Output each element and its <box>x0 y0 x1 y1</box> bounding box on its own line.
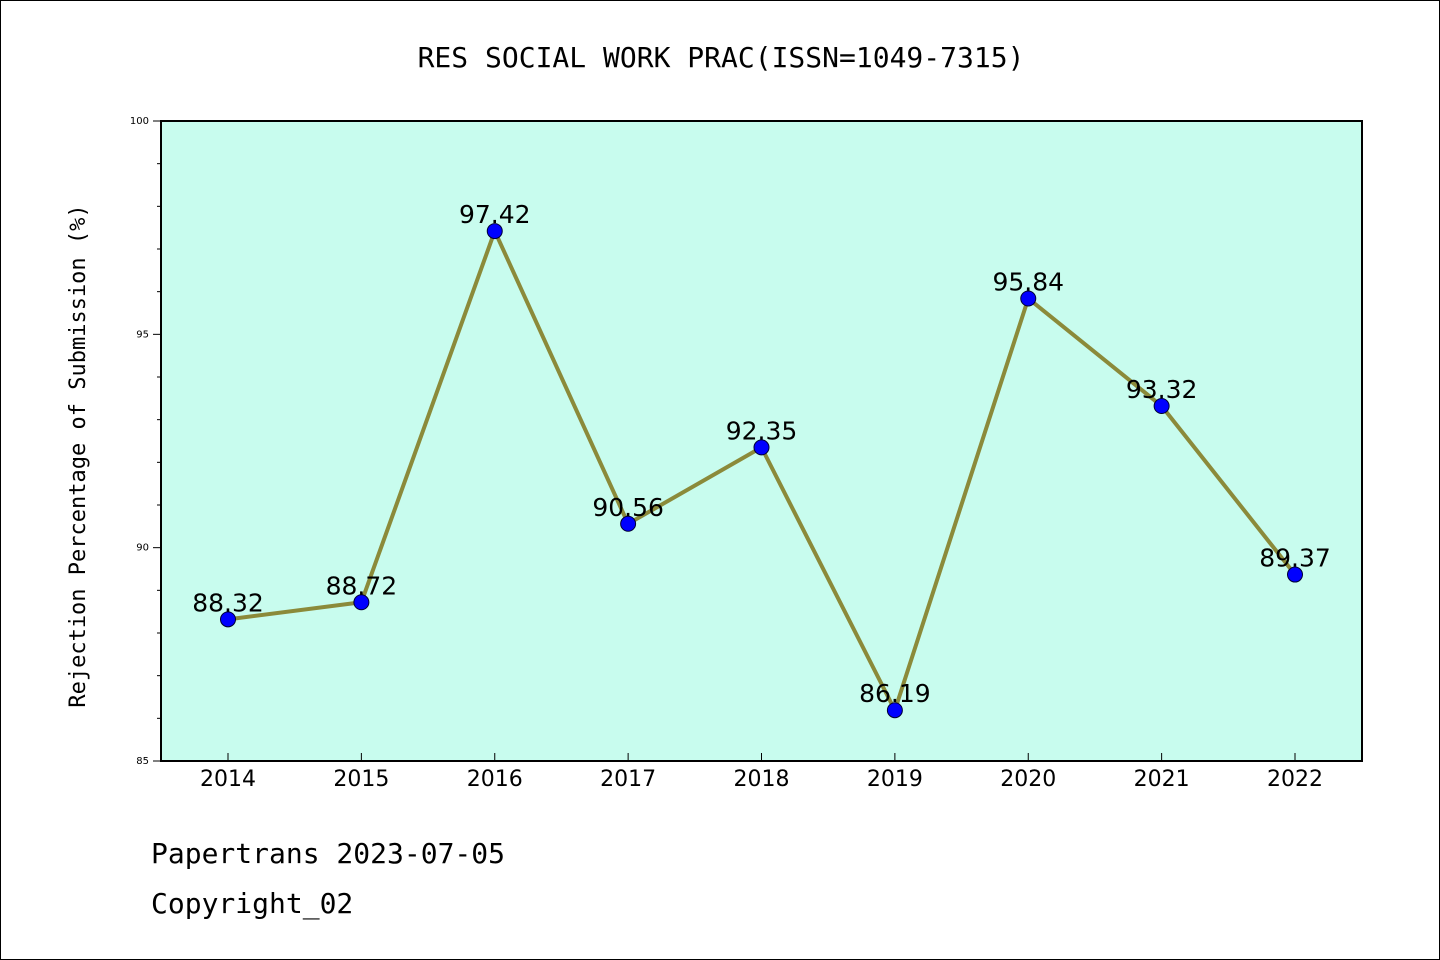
x-tick-label: 2019 <box>867 767 923 792</box>
x-tick-label: 2020 <box>1000 767 1056 792</box>
y-axis-label: Rejection Percentage of Submission (%) <box>66 204 91 707</box>
y-tick-label: 90 <box>136 543 149 554</box>
data-point-markers <box>220 223 1303 719</box>
data-label: 86.19 <box>859 679 931 708</box>
data-point <box>1153 398 1170 415</box>
data-point <box>1020 290 1037 307</box>
data-point <box>753 439 770 456</box>
data-label: 88.32 <box>192 588 264 617</box>
footer-date: Papertrans 2023-07-05 <box>151 837 506 870</box>
x-tick-label: 2022 <box>1267 767 1323 792</box>
data-point <box>620 515 637 532</box>
data-label: 97.42 <box>459 200 531 229</box>
data-point <box>486 223 503 240</box>
x-tick-label: 2015 <box>333 767 389 792</box>
footer-copyright: Copyright_02 <box>151 887 354 920</box>
data-point <box>353 594 370 611</box>
data-label: 89.37 <box>1259 544 1331 573</box>
data-label: 95.84 <box>992 267 1064 296</box>
x-tick-label: 2021 <box>1134 767 1190 792</box>
data-label: 90.56 <box>592 493 664 522</box>
x-tick-label: 2017 <box>600 767 656 792</box>
data-point <box>1287 566 1303 583</box>
data-label: 88.72 <box>326 571 398 600</box>
data-label: 92.35 <box>726 416 798 445</box>
y-axis-ticks: 85 90 95 100 <box>130 116 161 767</box>
data-point <box>886 702 903 719</box>
x-tick-label: 2018 <box>734 767 790 792</box>
data-label: 93.32 <box>1126 375 1198 404</box>
x-tick-label: 2016 <box>467 767 523 792</box>
y-minor-ticks <box>157 163 161 719</box>
y-tick-label: 100 <box>130 116 149 127</box>
data-labels: 88.32 88.72 97.42 90.56 92.35 86.19 95.84 93.32… <box>192 200 1331 708</box>
y-tick-label: 85 <box>136 756 149 767</box>
x-tick-label: 2014 <box>200 767 256 792</box>
y-tick-label: 95 <box>136 329 149 340</box>
chart-title: RES SOCIAL WORK PRAC(ISSN=1049-7315) <box>418 41 1025 74</box>
data-point <box>220 611 236 628</box>
x-axis-ticks: 2014 2015 2016 2017 2018 2019 2020 2021 2022 <box>200 753 1323 792</box>
